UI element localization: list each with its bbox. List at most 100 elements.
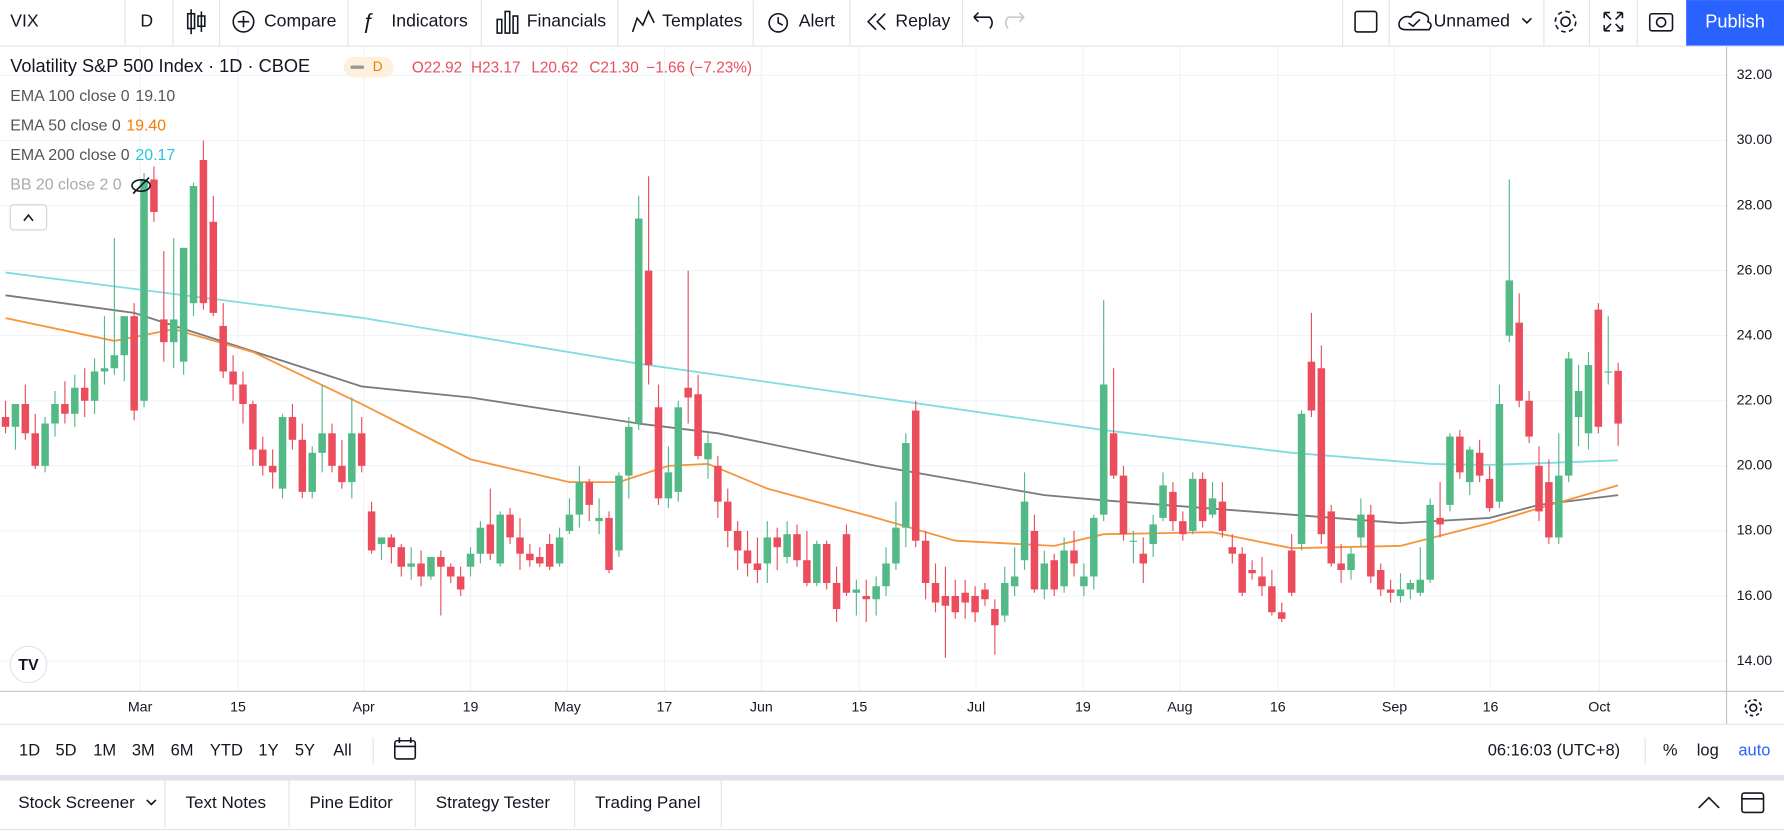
templates[interactable]: Templates bbox=[662, 10, 743, 30]
axis-settings[interactable] bbox=[1744, 699, 1763, 717]
candle-body bbox=[348, 433, 356, 483]
candle-body bbox=[249, 404, 257, 450]
candle-icon[interactable] bbox=[186, 9, 206, 35]
candle-body bbox=[1119, 475, 1128, 535]
candle-body bbox=[288, 417, 297, 440]
publish-button[interactable] bbox=[1686, 0, 1784, 46]
tab[interactable]: Stock Screener bbox=[18, 793, 135, 812]
candle-body bbox=[1525, 400, 1533, 437]
candle-body bbox=[90, 371, 99, 401]
candle-body bbox=[704, 443, 712, 460]
y-tick-label: 22.00 bbox=[1737, 393, 1773, 409]
range[interactable]: 1M bbox=[93, 741, 116, 759]
candle-body bbox=[753, 563, 762, 570]
study-value: 19.10 bbox=[135, 88, 175, 105]
snapshot-icon[interactable] bbox=[1648, 12, 1674, 32]
redo bbox=[1004, 12, 1025, 30]
candle-body bbox=[1357, 514, 1365, 538]
candle-body bbox=[822, 543, 831, 583]
candle-body bbox=[476, 527, 485, 554]
candle-body bbox=[595, 517, 603, 522]
range[interactable]: All bbox=[333, 741, 351, 759]
candle-body bbox=[1129, 540, 1138, 542]
replay[interactable]: Replay bbox=[895, 10, 950, 30]
tab[interactable]: Strategy Tester bbox=[436, 793, 551, 812]
range[interactable]: YTD bbox=[210, 741, 243, 759]
candle-body bbox=[1020, 501, 1029, 561]
candle-body bbox=[1515, 322, 1523, 401]
candle-body bbox=[733, 530, 742, 551]
compare-icon[interactable] bbox=[232, 10, 255, 33]
y-tick-label: 14.00 bbox=[1737, 653, 1773, 669]
range[interactable]: 5D bbox=[55, 741, 76, 759]
publish-label[interactable]: Publish bbox=[1705, 12, 1765, 32]
candle-body bbox=[951, 596, 960, 613]
candle-body bbox=[1555, 475, 1563, 538]
settings-icon[interactable] bbox=[1554, 10, 1577, 33]
range[interactable]: 3M bbox=[132, 741, 155, 759]
candle-body bbox=[1218, 501, 1227, 531]
candle-body bbox=[189, 186, 198, 304]
templates-icon[interactable] bbox=[631, 9, 655, 33]
tab[interactable]: Text Notes bbox=[185, 793, 266, 812]
candle-body bbox=[634, 218, 643, 424]
candle-body bbox=[911, 410, 920, 541]
y-tick-label: 18.00 bbox=[1737, 523, 1773, 539]
candle-body bbox=[615, 475, 623, 551]
candle-body bbox=[1060, 550, 1068, 587]
layout-icon[interactable] bbox=[1354, 10, 1378, 33]
alert-icon[interactable] bbox=[768, 12, 789, 33]
percent-toggle[interactable]: % bbox=[1663, 741, 1678, 759]
range[interactable]: 1Y bbox=[258, 741, 278, 759]
candle-body bbox=[1317, 368, 1326, 535]
panel-collapse[interactable] bbox=[1698, 796, 1720, 809]
candle-body bbox=[1198, 478, 1207, 522]
candle-body bbox=[1139, 553, 1148, 564]
candle-body bbox=[357, 433, 366, 466]
indicators-icon[interactable]: ƒ bbox=[362, 9, 374, 34]
layout-chevron[interactable] bbox=[1521, 17, 1532, 24]
candle-body bbox=[1406, 582, 1415, 590]
candle-body bbox=[1307, 361, 1316, 411]
y-tick-label: 20.00 bbox=[1737, 458, 1773, 474]
range[interactable]: 6M bbox=[171, 741, 194, 759]
log-toggle[interactable]: log bbox=[1697, 741, 1719, 759]
indicators[interactable]: Indicators bbox=[391, 10, 468, 30]
alert[interactable]: Alert bbox=[799, 10, 835, 30]
compare[interactable]: Compare bbox=[264, 10, 337, 30]
panel-maximize[interactable] bbox=[1741, 792, 1765, 814]
goto-date-icon[interactable] bbox=[394, 737, 417, 760]
tab[interactable]: Trading Panel bbox=[595, 793, 701, 812]
collapse-caret[interactable] bbox=[23, 213, 34, 222]
candle-body bbox=[1258, 576, 1266, 587]
replay-icon[interactable] bbox=[866, 13, 886, 31]
hidden-icon[interactable] bbox=[131, 177, 151, 195]
interval[interactable]: D bbox=[140, 10, 153, 30]
candle-body bbox=[654, 407, 663, 499]
tab[interactable]: Pine Editor bbox=[309, 793, 393, 812]
candle-body bbox=[1099, 384, 1108, 515]
candle-body bbox=[1268, 586, 1276, 613]
collapse-legend[interactable] bbox=[9, 204, 48, 231]
layout-name[interactable]: Unnamed bbox=[1434, 10, 1510, 30]
x-tick-label: 17 bbox=[657, 700, 673, 716]
financials-icon[interactable] bbox=[496, 10, 519, 34]
candle-body bbox=[417, 563, 425, 577]
range[interactable]: 1D bbox=[19, 741, 40, 759]
candle-body bbox=[1505, 280, 1514, 336]
candle-body bbox=[605, 517, 613, 570]
auto-toggle[interactable]: auto bbox=[1738, 741, 1770, 759]
panel-divider bbox=[0, 774, 1784, 781]
tab-separators bbox=[164, 780, 722, 828]
undo[interactable] bbox=[973, 12, 993, 30]
candle-body bbox=[1238, 553, 1246, 593]
financials[interactable]: Financials bbox=[527, 10, 607, 30]
tab-chevron[interactable] bbox=[146, 799, 157, 806]
range[interactable]: 5Y bbox=[295, 741, 315, 759]
cloud-icon[interactable] bbox=[1398, 11, 1432, 31]
candle-body bbox=[318, 433, 326, 453]
symbol[interactable]: VIX bbox=[10, 10, 39, 30]
candle-body bbox=[1248, 569, 1256, 574]
fullscreen-icon[interactable] bbox=[1603, 11, 1624, 32]
